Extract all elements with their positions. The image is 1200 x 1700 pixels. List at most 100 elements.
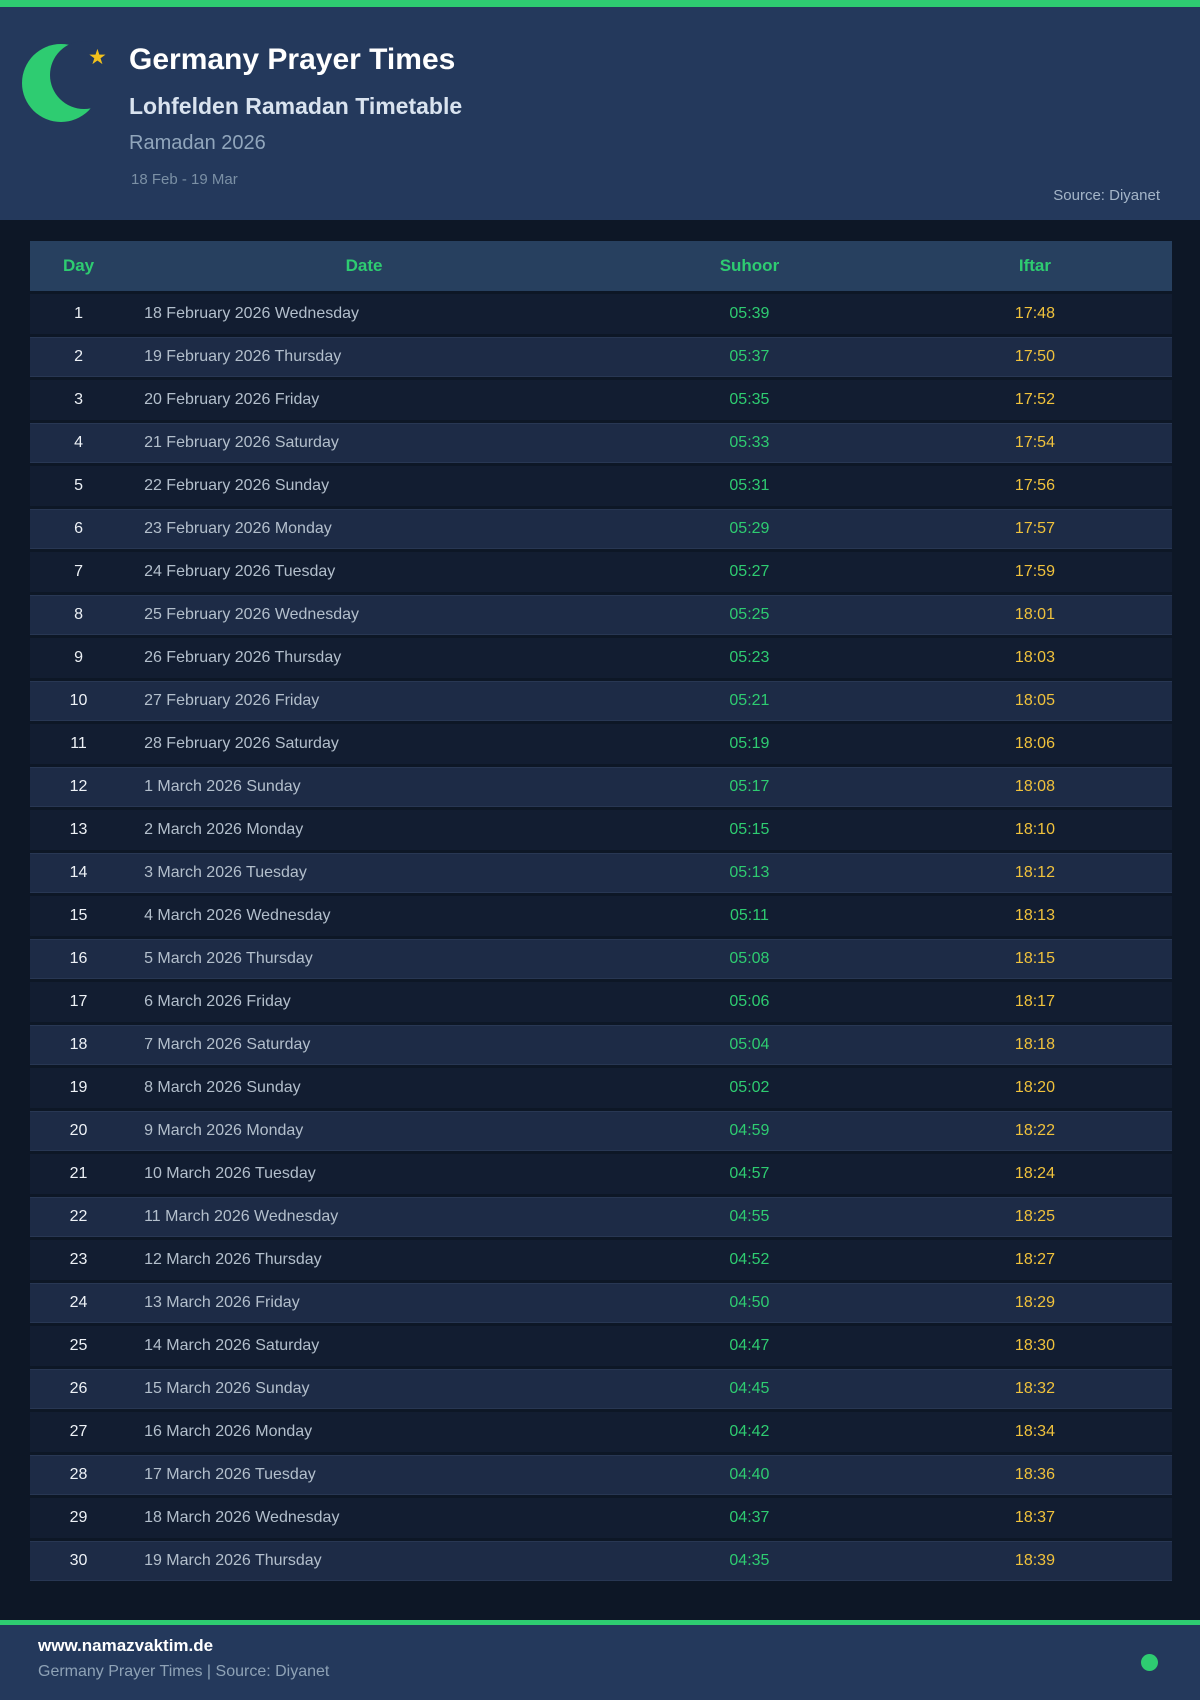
day-cell: 20 [30,1111,128,1151]
column-header-date: Date [127,241,601,291]
suhoor-cell: 05:17 [600,767,898,807]
iftar-cell: 18:15 [897,939,1172,979]
column-header-iftar: Iftar [897,241,1172,291]
date-range-label: 18 Feb - 19 Mar [131,171,238,188]
date-cell: 2 March 2026 Monday [127,810,601,850]
date-cell: 18 February 2026 Wednesday [127,294,601,334]
table-row: 25 14 March 2026 Saturday 04:47 18:30 [30,1326,1172,1366]
suhoor-cell: 05:15 [600,810,898,850]
date-cell: 12 March 2026 Thursday [127,1240,601,1280]
day-cell: 5 [30,466,128,506]
suhoor-cell: 05:25 [600,595,898,635]
suhoor-cell: 05:31 [600,466,898,506]
source-label: Source: Diyanet [1053,187,1160,204]
iftar-cell: 17:54 [897,423,1172,463]
iftar-cell: 18:34 [897,1412,1172,1452]
day-cell: 16 [30,939,128,979]
iftar-cell: 18:01 [897,595,1172,635]
table-row: 27 16 March 2026 Monday 04:42 18:34 [30,1412,1172,1452]
iftar-cell: 18:12 [897,853,1172,893]
suhoor-cell: 05:37 [600,337,898,377]
day-cell: 29 [30,1498,128,1538]
table-row: 22 11 March 2026 Wednesday 04:55 18:25 [30,1197,1172,1237]
iftar-cell: 17:56 [897,466,1172,506]
day-cell: 18 [30,1025,128,1065]
page-header: ★ Germany Prayer Times Lohfelden Ramadan… [0,7,1200,220]
table-row: 11 28 February 2026 Saturday 05:19 18:06 [30,724,1172,764]
day-cell: 22 [30,1197,128,1237]
date-cell: 25 February 2026 Wednesday [127,595,601,635]
column-header-day: Day [30,241,128,291]
suhoor-cell: 05:13 [600,853,898,893]
table-row: 28 17 March 2026 Tuesday 04:40 18:36 [30,1455,1172,1495]
day-cell: 21 [30,1154,128,1194]
iftar-cell: 18:39 [897,1541,1172,1581]
date-cell: 6 March 2026 Friday [127,982,601,1022]
table-row: 5 22 February 2026 Sunday 05:31 17:56 [30,466,1172,506]
suhoor-cell: 05:23 [600,638,898,678]
date-cell: 5 March 2026 Thursday [127,939,601,979]
iftar-cell: 18:06 [897,724,1172,764]
date-cell: 23 February 2026 Monday [127,509,601,549]
date-cell: 14 March 2026 Saturday [127,1326,601,1366]
table-row: 20 9 March 2026 Monday 04:59 18:22 [30,1111,1172,1151]
table-row: 7 24 February 2026 Tuesday 05:27 17:59 [30,552,1172,592]
suhoor-cell: 05:19 [600,724,898,764]
iftar-cell: 17:48 [897,294,1172,334]
day-cell: 1 [30,294,128,334]
date-cell: 27 February 2026 Friday [127,681,601,721]
iftar-cell: 18:18 [897,1025,1172,1065]
prayer-times-table: Day Date Suhoor Iftar 1 18 February 2026 … [30,238,1172,1584]
suhoor-cell: 05:04 [600,1025,898,1065]
suhoor-cell: 04:40 [600,1455,898,1495]
top-accent-bar [0,0,1200,7]
iftar-cell: 18:37 [897,1498,1172,1538]
footer-accent-bar [0,1620,1200,1625]
table-row: 2 19 February 2026 Thursday 05:37 17:50 [30,337,1172,377]
suhoor-cell: 05:27 [600,552,898,592]
table-row: 4 21 February 2026 Saturday 05:33 17:54 [30,423,1172,463]
timetable-body: 1 18 February 2026 Wednesday 05:39 17:48 2 19… [30,294,1172,1581]
day-cell: 30 [30,1541,128,1581]
suhoor-cell: 04:47 [600,1326,898,1366]
table-row: 19 8 March 2026 Sunday 05:02 18:20 [30,1068,1172,1108]
table-row: 30 19 March 2026 Thursday 04:35 18:39 [30,1541,1172,1581]
iftar-cell: 18:25 [897,1197,1172,1237]
suhoor-cell: 04:59 [600,1111,898,1151]
date-cell: 19 February 2026 Thursday [127,337,601,377]
suhoor-cell: 05:11 [600,896,898,936]
table-row: 10 27 February 2026 Friday 05:21 18:05 [30,681,1172,721]
website-label: www.namazvaktim.de [38,1636,214,1655]
table-row: 29 18 March 2026 Wednesday 04:37 18:37 [30,1498,1172,1538]
suhoor-cell: 04:57 [600,1154,898,1194]
suhoor-cell: 05:33 [600,423,898,463]
date-cell: 16 March 2026 Monday [127,1412,601,1452]
table-header-row: Day Date Suhoor Iftar [30,241,1172,291]
day-cell: 17 [30,982,128,1022]
date-cell: 28 February 2026 Saturday [127,724,601,764]
date-cell: 11 March 2026 Wednesday [127,1197,601,1237]
table-row: 16 5 March 2026 Thursday 05:08 18:15 [30,939,1172,979]
day-cell: 6 [30,509,128,549]
suhoor-cell: 04:42 [600,1412,898,1452]
day-cell: 8 [30,595,128,635]
table-row: 8 25 February 2026 Wednesday 05:25 18:01 [30,595,1172,635]
day-cell: 26 [30,1369,128,1409]
date-cell: 3 March 2026 Tuesday [127,853,601,893]
date-cell: 24 February 2026 Tuesday [127,552,601,592]
table-row: 9 26 February 2026 Thursday 05:23 18:03 [30,638,1172,678]
page-title: Germany Prayer Times [129,43,456,76]
day-cell: 24 [30,1283,128,1323]
day-cell: 15 [30,896,128,936]
day-cell: 9 [30,638,128,678]
suhoor-cell: 04:52 [600,1240,898,1280]
date-cell: 13 March 2026 Friday [127,1283,601,1323]
iftar-cell: 18:20 [897,1068,1172,1108]
iftar-cell: 18:27 [897,1240,1172,1280]
suhoor-cell: 05:39 [600,294,898,334]
table-row: 26 15 March 2026 Sunday 04:45 18:32 [30,1369,1172,1409]
day-cell: 19 [30,1068,128,1108]
suhoor-cell: 04:45 [600,1369,898,1409]
table-row: 24 13 March 2026 Friday 04:50 18:29 [30,1283,1172,1323]
table-row: 15 4 March 2026 Wednesday 05:11 18:13 [30,896,1172,936]
